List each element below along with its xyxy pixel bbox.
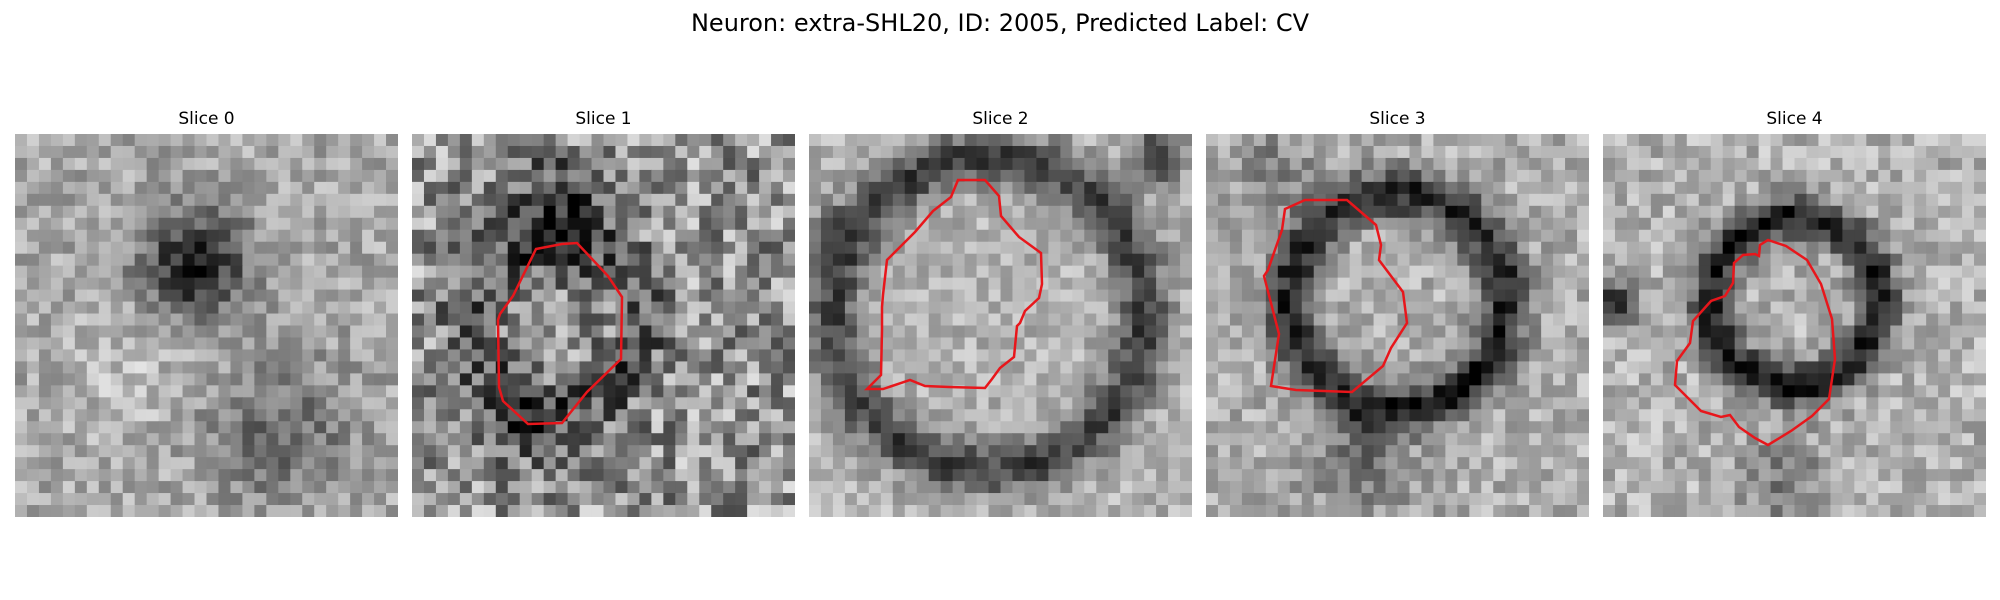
slice-image bbox=[15, 134, 398, 517]
segmentation-contour bbox=[1262, 198, 1409, 394]
slice-title: Slice 1 bbox=[575, 109, 632, 129]
slice-image bbox=[412, 134, 795, 517]
slice-title: Slice 4 bbox=[1766, 109, 1823, 129]
slice-image bbox=[1603, 134, 1986, 517]
slice-title: Slice 3 bbox=[1369, 109, 1426, 129]
segmentation-contour bbox=[863, 178, 1044, 391]
figure-title: Neuron: extra-SHL20, ID: 2005, Predicted… bbox=[690, 9, 1310, 37]
slice-title: Slice 2 bbox=[972, 109, 1029, 129]
slice-title: Slice 0 bbox=[178, 109, 235, 129]
slice-image bbox=[1206, 134, 1589, 517]
segmentation-contour bbox=[496, 241, 624, 426]
segmentation-contour bbox=[1673, 238, 1837, 447]
slice-image bbox=[809, 134, 1192, 517]
